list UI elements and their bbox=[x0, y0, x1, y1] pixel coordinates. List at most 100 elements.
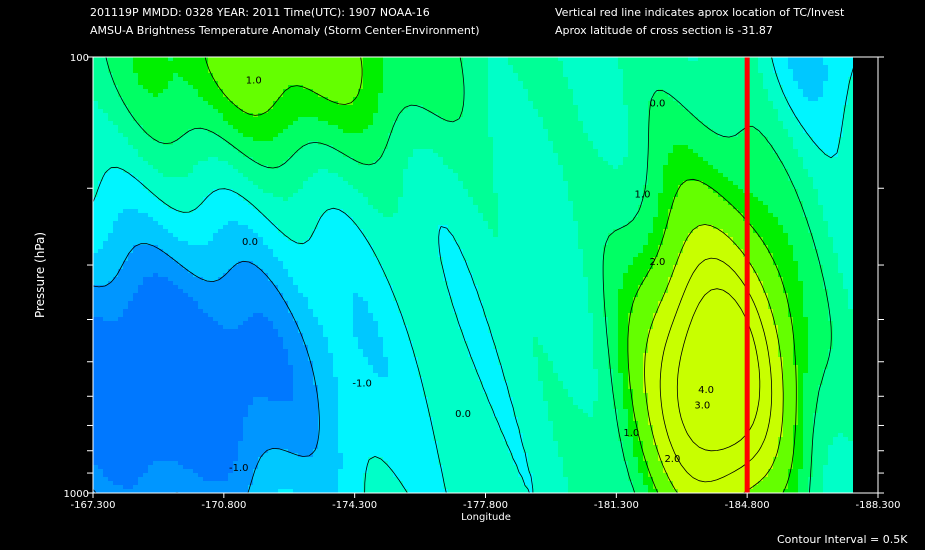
contour-cell bbox=[263, 473, 269, 478]
contour-cell bbox=[113, 81, 119, 86]
contour-cell bbox=[188, 69, 194, 74]
contour-cell bbox=[243, 441, 249, 446]
contour-cell bbox=[233, 365, 239, 370]
contour-cell bbox=[313, 441, 319, 446]
contour-cell bbox=[193, 333, 199, 338]
contour-cell bbox=[303, 333, 309, 338]
contour-cell bbox=[208, 217, 214, 222]
contour-cell bbox=[268, 337, 274, 342]
contour-cell bbox=[128, 373, 134, 378]
contour-cell bbox=[298, 161, 304, 166]
contour-cell bbox=[223, 409, 229, 414]
contour-cell bbox=[138, 61, 144, 66]
contour-cell bbox=[168, 401, 174, 406]
contour-cell bbox=[118, 93, 124, 98]
contour-cell bbox=[138, 101, 144, 106]
contour-cell bbox=[273, 261, 279, 266]
contour-cell bbox=[113, 461, 119, 466]
contour-cell bbox=[173, 93, 179, 98]
contour-cell bbox=[268, 209, 274, 214]
contour-cell bbox=[288, 265, 294, 270]
contour-cell bbox=[258, 117, 264, 122]
contour-cell bbox=[223, 361, 229, 366]
contour-cell bbox=[108, 233, 114, 238]
contour-cell bbox=[163, 357, 169, 362]
contour-cell bbox=[153, 269, 159, 274]
contour-cell bbox=[98, 489, 104, 493]
contour-cell bbox=[113, 253, 119, 258]
contour-cell bbox=[148, 277, 154, 282]
contour-cell bbox=[233, 185, 239, 190]
contour-cell bbox=[98, 69, 104, 74]
contour-cell bbox=[303, 325, 309, 330]
contour-cell bbox=[268, 261, 274, 266]
contour-cell bbox=[188, 105, 194, 110]
contour-cell bbox=[163, 341, 169, 346]
contour-cell bbox=[188, 437, 194, 442]
contour-cell bbox=[128, 409, 134, 414]
contour-cell bbox=[163, 337, 169, 342]
contour-cell bbox=[173, 477, 179, 482]
contour-cell bbox=[113, 229, 119, 234]
contour-cell bbox=[113, 341, 119, 346]
contour-cell bbox=[213, 229, 219, 234]
contour-cell bbox=[123, 185, 129, 190]
contour-cell bbox=[288, 273, 294, 278]
contour-cell bbox=[153, 241, 159, 246]
contour-cell bbox=[98, 249, 104, 254]
contour-cell bbox=[208, 273, 214, 278]
contour-cell bbox=[203, 349, 209, 354]
contour-cell bbox=[228, 61, 234, 66]
contour-cell bbox=[208, 277, 214, 282]
contour-cell bbox=[293, 361, 299, 366]
contour-cell bbox=[208, 409, 214, 414]
contour-cell bbox=[223, 477, 229, 482]
contour-cell bbox=[98, 357, 104, 362]
contour-cell bbox=[263, 465, 269, 470]
contour-cell bbox=[213, 149, 219, 154]
contour-cell bbox=[223, 385, 229, 390]
contour-cell bbox=[178, 349, 184, 354]
contour-cell bbox=[288, 177, 294, 182]
contour-cell bbox=[293, 217, 299, 222]
contour-cell bbox=[128, 357, 134, 362]
contour-cell bbox=[308, 241, 314, 246]
contour-cell bbox=[118, 469, 124, 474]
contour-cell bbox=[243, 349, 249, 354]
contour-cell bbox=[173, 77, 179, 82]
contour-cell bbox=[108, 325, 114, 330]
contour-cell bbox=[213, 221, 219, 226]
contour-cell bbox=[218, 433, 224, 438]
contour-fill bbox=[93, 57, 853, 493]
contour-cell bbox=[128, 325, 134, 330]
contour-cell bbox=[273, 237, 279, 242]
contour-cell bbox=[113, 269, 119, 274]
contour-cell bbox=[313, 401, 319, 406]
contour-cell bbox=[188, 153, 194, 158]
contour-cell bbox=[283, 477, 289, 482]
contour-cell bbox=[103, 413, 109, 418]
contour-cell bbox=[208, 153, 214, 158]
contour-cell bbox=[288, 197, 294, 202]
contour-cell bbox=[193, 165, 199, 170]
contour-cell bbox=[213, 157, 219, 162]
contour-cell bbox=[258, 473, 264, 478]
contour-cell bbox=[223, 393, 229, 398]
contour-cell bbox=[133, 61, 139, 66]
contour-cell bbox=[98, 445, 104, 450]
contour-cell bbox=[128, 457, 134, 462]
contour-cell bbox=[283, 401, 289, 406]
contour-cell bbox=[258, 173, 264, 178]
contour-cell bbox=[188, 413, 194, 418]
contour-cell bbox=[153, 365, 159, 370]
contour-cell bbox=[203, 185, 209, 190]
contour-cell bbox=[318, 409, 324, 414]
contour-cell bbox=[218, 225, 224, 230]
contour-cell bbox=[303, 337, 309, 342]
contour-cell bbox=[258, 289, 264, 294]
contour-cell bbox=[288, 277, 294, 282]
contour-cell bbox=[178, 113, 184, 118]
contour-cell bbox=[168, 221, 174, 226]
contour-cell bbox=[223, 145, 229, 150]
contour-cell bbox=[148, 433, 154, 438]
